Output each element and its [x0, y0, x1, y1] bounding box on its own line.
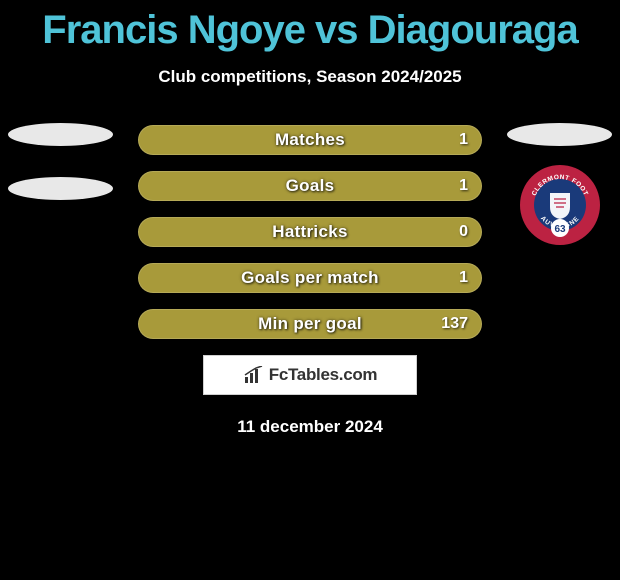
svg-text:63: 63	[554, 224, 566, 235]
bar-value: 1	[459, 269, 468, 287]
bar-label: Matches	[138, 130, 482, 150]
date-text: 11 december 2024	[0, 417, 620, 437]
stat-bar-min-per-goal: Min per goal 137	[138, 309, 482, 339]
bar-label: Hattricks	[138, 222, 482, 242]
bar-value: 1	[459, 177, 468, 195]
bar-label: Min per goal	[138, 314, 482, 334]
page-title: Francis Ngoye vs Diagouraga	[0, 0, 620, 53]
brand-text: FcTables.com	[269, 365, 378, 385]
bar-value: 137	[441, 315, 468, 333]
bar-label: Goals per match	[138, 268, 482, 288]
player-ellipse	[8, 177, 113, 200]
bar-value: 1	[459, 131, 468, 149]
comparison-content: CLERMONT FOOT AUVERGNE 63 Matches 1 Goal…	[0, 125, 620, 437]
club-badge-clermont: CLERMONT FOOT AUVERGNE 63	[520, 165, 600, 245]
player-ellipse	[8, 123, 113, 146]
bar-value: 0	[459, 223, 468, 241]
branding-box: FcTables.com	[203, 355, 417, 395]
stat-bar-goals-per-match: Goals per match 1	[138, 263, 482, 293]
bar-label: Goals	[138, 176, 482, 196]
stat-bar-goals: Goals 1	[138, 171, 482, 201]
stat-bars: Matches 1 Goals 1 Hattricks 0 Goals per …	[138, 125, 482, 339]
player-ellipse	[507, 123, 612, 146]
stat-bar-hattricks: Hattricks 0	[138, 217, 482, 247]
left-player-shapes	[8, 123, 113, 231]
chart-icon	[243, 366, 265, 384]
stat-bar-matches: Matches 1	[138, 125, 482, 155]
subtitle: Club competitions, Season 2024/2025	[0, 67, 620, 87]
